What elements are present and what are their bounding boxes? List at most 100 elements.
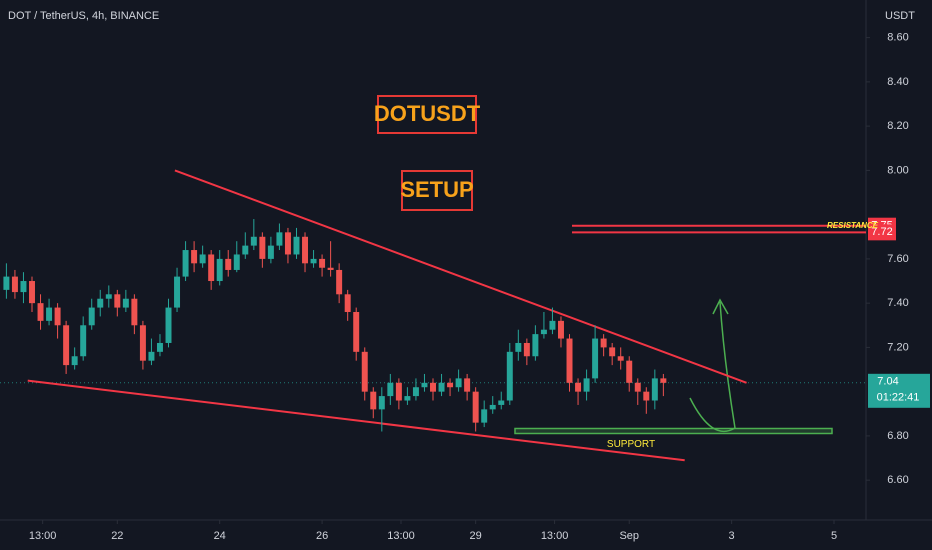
support-zone xyxy=(514,427,833,435)
candle-body xyxy=(233,254,240,270)
candle-body xyxy=(131,298,138,326)
candle-body xyxy=(336,269,343,295)
candle-body xyxy=(344,294,351,312)
candle-body xyxy=(592,338,599,379)
candle-body xyxy=(370,391,377,410)
arrow-head xyxy=(712,298,729,315)
support-label: SUPPORT xyxy=(607,439,655,450)
candle-body xyxy=(651,378,658,401)
candle-body xyxy=(575,382,582,392)
candle-body xyxy=(46,307,53,321)
resistance-label: RESISTANCE xyxy=(827,221,879,230)
y-tick-label: 8.00 xyxy=(887,164,908,176)
candle-body xyxy=(523,342,530,357)
candle-body xyxy=(430,382,436,392)
candle-body xyxy=(421,382,428,388)
candle-body xyxy=(319,258,326,268)
candle-body xyxy=(148,351,155,361)
candle-body xyxy=(327,267,334,270)
candle-body xyxy=(71,356,78,366)
price-tag-label: 7.72 xyxy=(871,226,892,238)
y-tick-label: 7.40 xyxy=(887,297,908,309)
candle-body xyxy=(242,245,249,255)
candle-body xyxy=(182,250,189,277)
candle-body xyxy=(532,334,539,357)
candle-body xyxy=(472,391,479,423)
candle-body xyxy=(634,382,641,392)
candle-body xyxy=(600,338,607,348)
y-tick-label: 6.60 xyxy=(887,474,908,486)
annotation-text: DOTUSDT xyxy=(374,101,481,126)
candle-body xyxy=(139,325,146,361)
candle-body xyxy=(549,320,556,330)
candle-body xyxy=(284,232,291,255)
candle-body xyxy=(310,258,317,264)
candle-body xyxy=(97,298,104,308)
candle-body xyxy=(515,342,522,352)
candle-body xyxy=(276,232,283,246)
candle-body xyxy=(3,276,10,290)
trendline xyxy=(174,169,747,384)
candle-body xyxy=(498,400,505,405)
candle-body xyxy=(20,281,27,293)
last-price-label: 7.04 xyxy=(877,376,898,388)
candle-body xyxy=(267,245,274,259)
candle-body xyxy=(481,409,488,423)
candle-body xyxy=(464,378,471,392)
candle-body xyxy=(37,303,44,321)
candle-body xyxy=(302,236,309,264)
candle-body xyxy=(63,325,70,366)
y-tick-label: 8.40 xyxy=(887,76,908,88)
candle-body xyxy=(438,382,445,392)
candle-body xyxy=(404,396,411,401)
candle-body xyxy=(105,294,112,299)
x-tick-label: Sep xyxy=(619,530,639,542)
chart-title: DOT / TetherUS, 4h, BINANCE xyxy=(8,10,159,22)
x-tick-label: 13:00 xyxy=(387,530,415,542)
last-price-tag xyxy=(868,373,930,408)
candle-body xyxy=(114,294,121,308)
candle-body xyxy=(378,396,385,410)
candle-body xyxy=(250,236,257,246)
projection-arrow xyxy=(689,301,736,433)
candle-body xyxy=(643,391,650,401)
candle-body xyxy=(216,258,223,282)
candle-body xyxy=(455,378,462,388)
axis-unit: USDT xyxy=(885,10,915,22)
candle-body xyxy=(387,382,394,397)
x-tick-label: 24 xyxy=(214,530,226,542)
candle-body xyxy=(259,236,266,259)
x-tick-label: 13:00 xyxy=(29,530,57,542)
candle-body xyxy=(191,250,198,264)
candle-body xyxy=(208,254,215,282)
y-tick-label: 8.20 xyxy=(887,120,908,132)
x-tick-label: 22 xyxy=(111,530,123,542)
annotation-box xyxy=(401,170,473,211)
candle-body xyxy=(540,329,547,335)
y-tick-label: 7.60 xyxy=(887,253,908,265)
x-tick-label: 5 xyxy=(831,530,837,542)
annotation-text: SETUP xyxy=(400,177,473,202)
candle-body xyxy=(174,276,181,308)
candle-body xyxy=(199,254,206,264)
annotation-box xyxy=(377,95,477,134)
x-tick-label: 13:00 xyxy=(541,530,569,542)
x-tick-label: 3 xyxy=(729,530,735,542)
y-tick-label: 7.20 xyxy=(887,341,908,353)
candle-body xyxy=(353,312,360,352)
candle-body xyxy=(165,307,172,343)
candle-body xyxy=(412,387,419,397)
candle-body xyxy=(395,382,402,401)
trendline xyxy=(27,379,685,462)
y-tick-label: 8.60 xyxy=(887,32,908,44)
candle-body xyxy=(447,382,454,388)
candle-body xyxy=(54,307,61,326)
countdown: 01:22:41 xyxy=(877,392,920,404)
candle-body xyxy=(617,356,624,361)
candle-body xyxy=(293,236,300,255)
x-tick-label: 26 xyxy=(316,530,328,542)
candle-body xyxy=(122,298,129,308)
candle-body xyxy=(609,347,616,357)
